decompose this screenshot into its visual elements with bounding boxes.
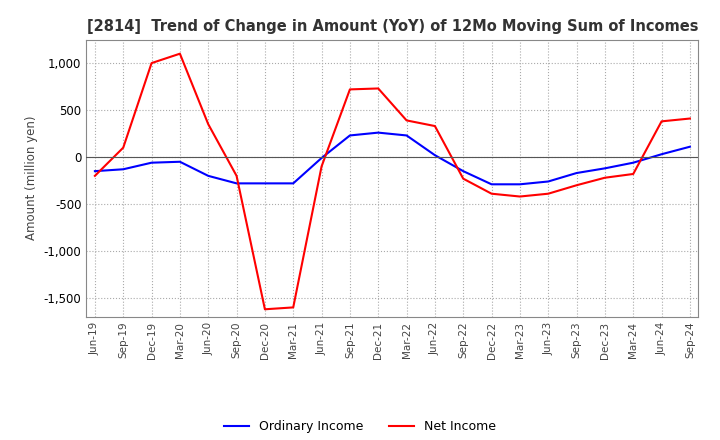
Ordinary Income [261,181,269,186]
Net Income [176,51,184,56]
Net Income [431,123,439,128]
Ordinary Income [374,130,382,135]
Net Income [657,119,666,124]
Ordinary Income [119,167,127,172]
Ordinary Income [600,166,609,171]
Net Income [148,60,156,66]
Ordinary Income [487,182,496,187]
Line: Ordinary Income: Ordinary Income [95,132,690,184]
Ordinary Income [657,152,666,157]
Ordinary Income [91,169,99,174]
Net Income [600,175,609,180]
Ordinary Income [148,160,156,165]
Ordinary Income [318,155,326,161]
Net Income [233,173,241,179]
Net Income [91,173,99,179]
Net Income [374,86,382,91]
Net Income [289,305,297,310]
Ordinary Income [346,133,354,138]
Net Income [346,87,354,92]
Net Income [487,191,496,196]
Ordinary Income [516,182,524,187]
Ordinary Income [459,169,467,174]
Net Income [318,164,326,169]
Ordinary Income [629,160,637,165]
Ordinary Income [431,153,439,158]
Net Income [459,176,467,181]
Line: Net Income: Net Income [95,54,690,309]
Ordinary Income [289,181,297,186]
Legend: Ordinary Income, Net Income: Ordinary Income, Net Income [220,415,500,438]
Ordinary Income [572,170,581,176]
Net Income [572,183,581,188]
Net Income [119,145,127,150]
Net Income [544,191,552,196]
Ordinary Income [402,133,411,138]
Net Income [204,121,212,127]
Ordinary Income [204,173,212,179]
Net Income [402,118,411,123]
Net Income [629,171,637,176]
Net Income [261,307,269,312]
Net Income [685,116,694,121]
Ordinary Income [233,181,241,186]
Net Income [516,194,524,199]
Title: [2814]  Trend of Change in Amount (YoY) of 12Mo Moving Sum of Incomes: [2814] Trend of Change in Amount (YoY) o… [86,19,698,34]
Ordinary Income [685,144,694,149]
Ordinary Income [544,179,552,184]
Y-axis label: Amount (million yen): Amount (million yen) [25,116,38,240]
Ordinary Income [176,159,184,165]
